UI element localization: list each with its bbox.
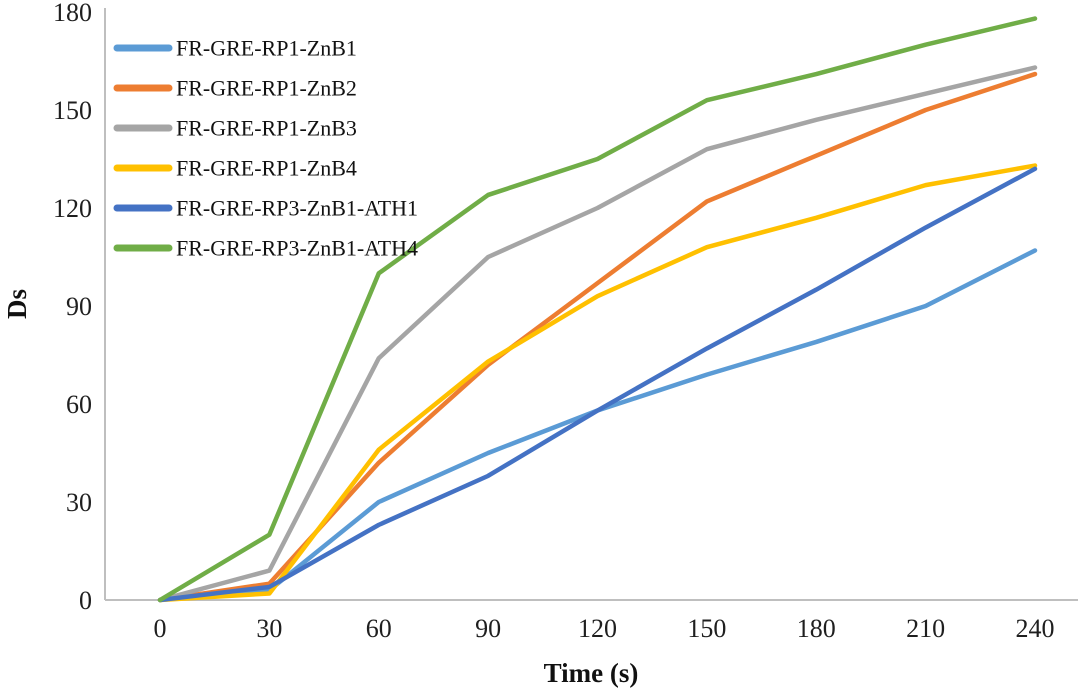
legend-item: FR-GRE-RP3-ZnB1-ATH4 — [113, 235, 418, 260]
x-tick-label: 0 — [154, 614, 167, 643]
legend-item: FR-GRE-RP1-ZnB1 — [113, 35, 357, 60]
legend-label: FR-GRE-RP1-ZnB3 — [176, 115, 357, 140]
legend-label: FR-GRE-RP1-ZnB4 — [176, 155, 357, 180]
x-axis-title: Time (s) — [544, 658, 639, 688]
series-lines — [157, 16, 1038, 603]
legend-item: FR-GRE-RP3-ZnB1-ATH1 — [113, 195, 418, 220]
y-tick-label: 0 — [79, 586, 92, 615]
legend-label: FR-GRE-RP3-ZnB1-ATH4 — [176, 235, 418, 260]
series-line-fr-gre-rp1-znb2 — [157, 71, 1038, 603]
y-tick-label: 30 — [66, 488, 92, 517]
legend-item: FR-GRE-RP1-ZnB2 — [113, 75, 357, 100]
series-line-fr-gre-rp1-znb1 — [157, 248, 1038, 603]
legend-item: FR-GRE-RP1-ZnB4 — [113, 155, 357, 180]
y-tick-label: 150 — [53, 96, 92, 125]
legend-item: FR-GRE-RP1-ZnB3 — [113, 115, 357, 140]
x-tick-label: 180 — [797, 614, 836, 643]
y-tick-label: 120 — [53, 194, 92, 223]
legend-label: FR-GRE-RP1-ZnB2 — [176, 75, 357, 100]
x-tick-label: 210 — [906, 614, 945, 643]
x-tick-label: 240 — [1016, 614, 1055, 643]
axes — [104, 8, 1078, 601]
series-line-fr-gre-rp3-znb1-ath4 — [157, 16, 1038, 603]
series-line-fr-gre-rp1-znb4 — [157, 163, 1038, 603]
x-tick-label: 120 — [578, 614, 617, 643]
series-line-fr-gre-rp3-znb1-ath1 — [157, 166, 1038, 603]
x-tick-label: 60 — [366, 614, 392, 643]
y-tick-label: 60 — [66, 390, 92, 419]
legend: FR-GRE-RP1-ZnB1 FR-GRE-RP1-ZnB2 FR-GRE-RP1… — [113, 35, 418, 260]
y-tick-label: 90 — [66, 292, 92, 321]
tick-labels: 0 30 60 90 120 150 180 0 30 60 90 120 150 180 210 240 — [53, 0, 1055, 643]
y-axis-title: Ds — [2, 289, 32, 319]
series-line-fr-gre-rp1-znb3 — [157, 65, 1038, 603]
x-tick-label: 90 — [475, 614, 501, 643]
legend-label: FR-GRE-RP1-ZnB1 — [176, 35, 357, 60]
x-tick-label: 30 — [256, 614, 282, 643]
y-tick-label: 180 — [53, 0, 92, 27]
x-tick-label: 150 — [687, 614, 726, 643]
legend-label: FR-GRE-RP3-ZnB1-ATH1 — [176, 195, 418, 220]
